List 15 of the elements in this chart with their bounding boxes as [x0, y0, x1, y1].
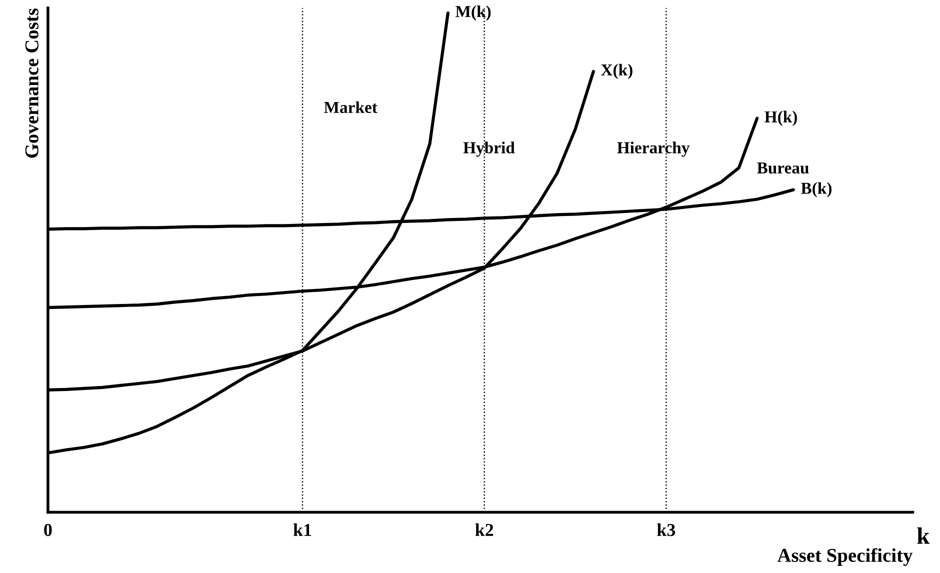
text: k	[917, 527, 930, 544]
y-axis-title: Governance Costs	[25, 8, 38, 158]
x-axis-title: Asset Specificity	[777, 548, 913, 566]
series-label: B(k)	[801, 182, 832, 198]
series-label: H(k)	[764, 110, 797, 126]
x-tick-label: k2	[475, 523, 494, 536]
annotation: Bureau	[757, 162, 809, 174]
annotation: Market	[324, 101, 378, 114]
series-label: M(k)	[456, 5, 491, 21]
annotation: Hierarchy	[617, 142, 690, 157]
x-tick-label: k1	[293, 523, 312, 536]
annotation: Hybrid	[463, 142, 515, 157]
x-tick-label: 0	[44, 524, 52, 536]
x-tick-label: k3	[657, 523, 676, 536]
series-label: X(k)	[601, 64, 632, 79]
